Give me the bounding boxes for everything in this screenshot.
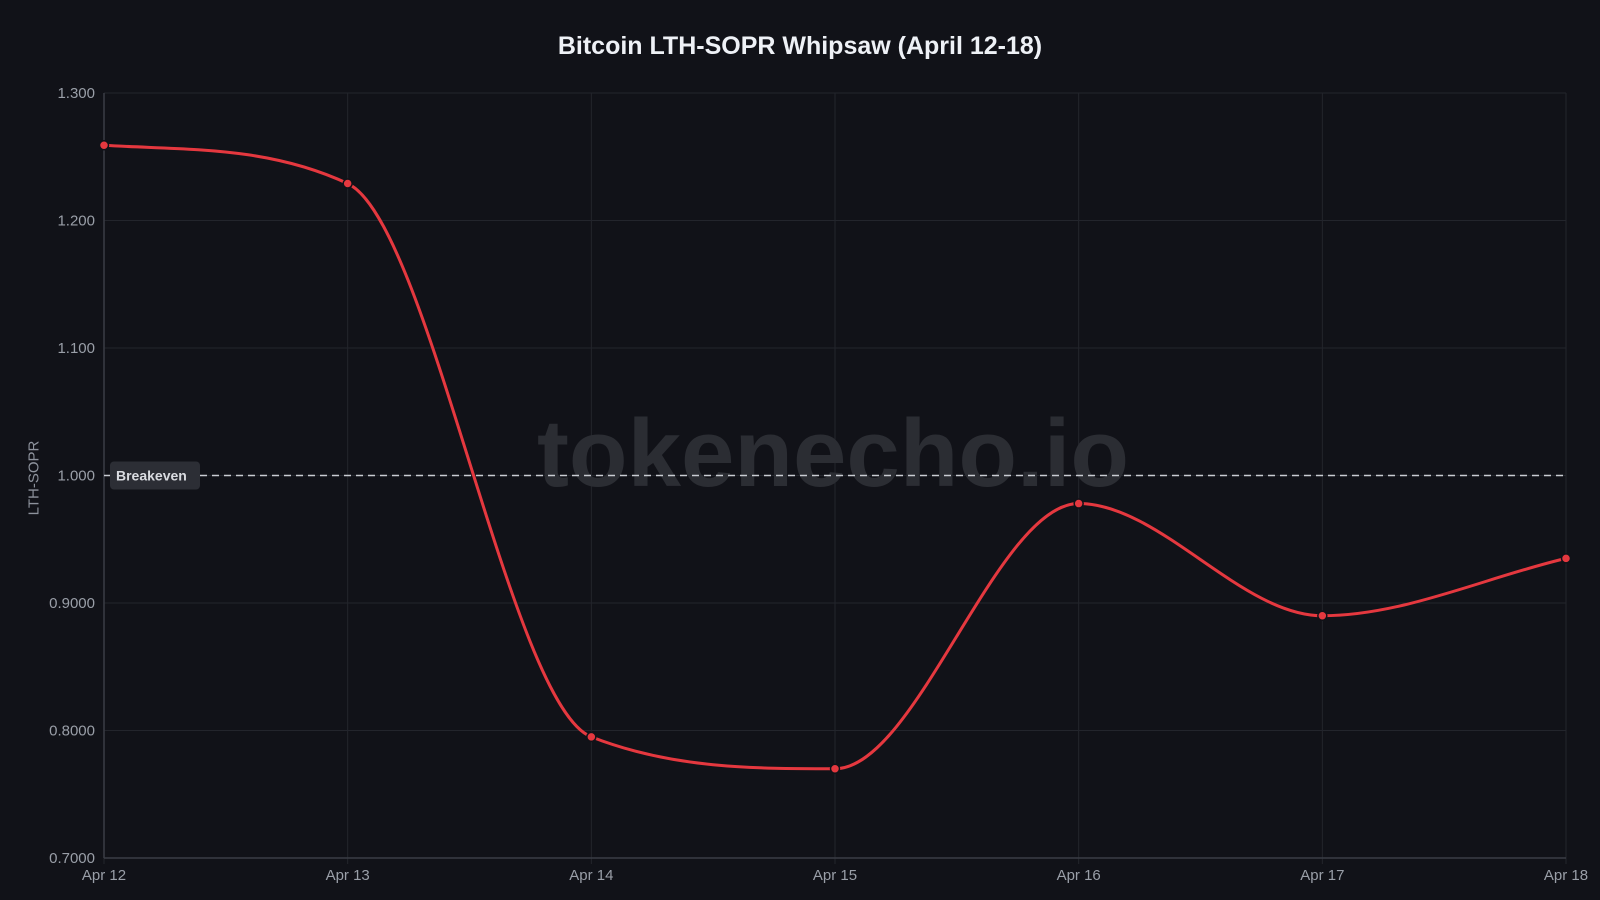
y-tick-label: 1.000 <box>57 468 95 485</box>
x-tick-label: Apr 18 <box>1544 867 1588 884</box>
x-tick-label: Apr 16 <box>1057 867 1101 884</box>
x-tick-label: Apr 14 <box>569 867 613 884</box>
x-tick-label: Apr 12 <box>82 867 126 884</box>
data-point[interactable] <box>1560 553 1572 564</box>
watermark: tokenecho.io <box>537 400 1129 507</box>
data-point[interactable] <box>1073 498 1084 509</box>
y-tick-label: 0.8000 <box>49 723 95 740</box>
data-point[interactable] <box>1317 610 1328 621</box>
y-tick-label: 0.9000 <box>49 595 95 612</box>
breakeven-label: Breakeven <box>116 468 187 484</box>
y-tick-label: 1.300 <box>57 85 95 102</box>
chart-title: Bitcoin LTH-SOPR Whipsaw (April 12-18) <box>557 32 1043 60</box>
x-tick-label: Apr 17 <box>1300 867 1344 884</box>
x-tick-label: Apr 15 <box>813 867 857 884</box>
data-point[interactable] <box>586 731 597 743</box>
y-tick-label: 1.100 <box>57 340 95 357</box>
y-tick-label: 0.7000 <box>49 850 95 867</box>
x-tick-label: Apr 13 <box>326 867 370 884</box>
breakeven-label-box <box>110 461 200 490</box>
series-line <box>103 143 1567 771</box>
data-point[interactable] <box>829 763 841 774</box>
data-point[interactable] <box>98 140 110 151</box>
data-point[interactable] <box>342 178 353 189</box>
y-tick-label: 1.200 <box>57 213 95 230</box>
